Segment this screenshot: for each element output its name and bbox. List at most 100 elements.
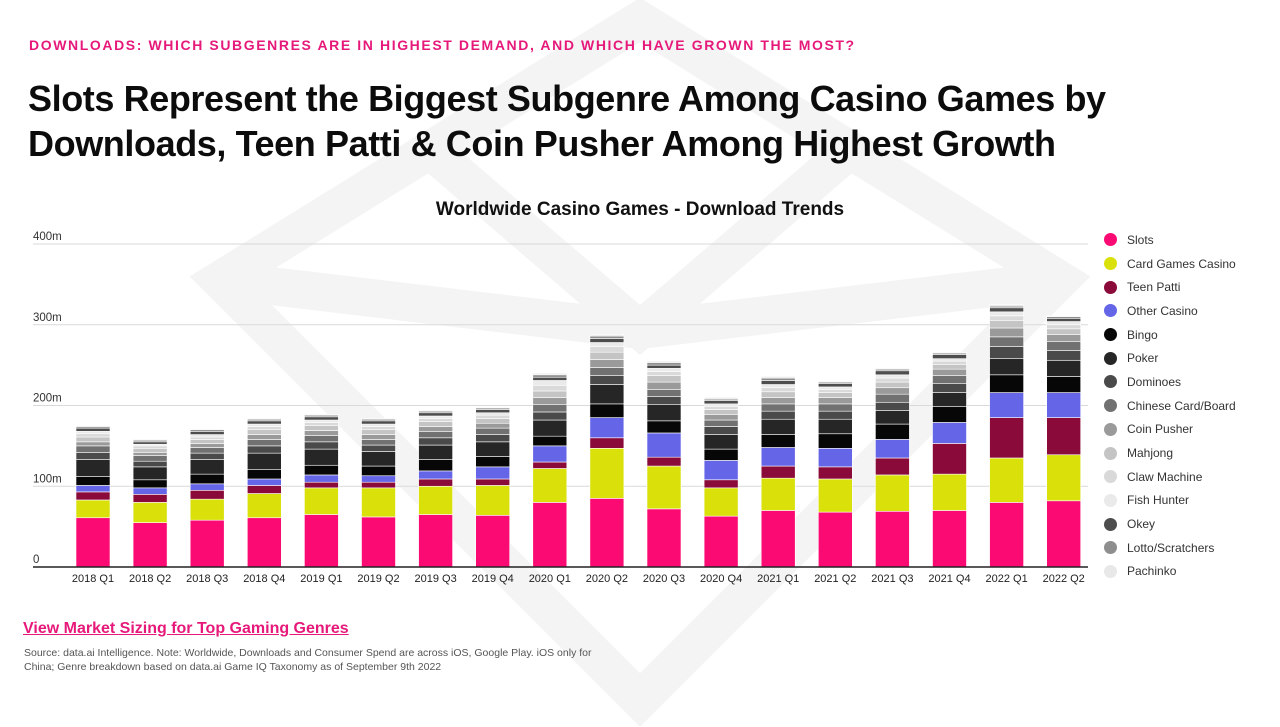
bar-segment (75, 433, 111, 438)
bar-segment (304, 448, 339, 466)
bar-segment (932, 392, 967, 407)
bar-segment (989, 307, 1024, 313)
bar-stack (475, 406, 511, 568)
bar-segment (247, 452, 282, 470)
bar-segment (304, 425, 339, 431)
legend-label: Okey (1127, 517, 1156, 532)
bar-segment (132, 502, 168, 523)
bar-segment (247, 423, 282, 427)
bar-segment (75, 427, 111, 432)
bar-segment (989, 502, 1024, 568)
bar-segment (304, 430, 339, 436)
bar-segment (475, 414, 511, 419)
bar-segment (646, 420, 682, 434)
bar-segment (875, 374, 910, 379)
bar-segment (932, 375, 967, 384)
bar-segment (304, 514, 339, 568)
bar-stack (247, 418, 282, 568)
y-tick-label: 200m (33, 393, 62, 405)
bar-segment (418, 415, 453, 419)
bar-segment (817, 397, 853, 405)
x-tick-label: 2019 Q2 (357, 573, 399, 585)
bar-segment (418, 459, 453, 472)
bar-stack (589, 334, 625, 568)
bar-segment (646, 432, 682, 458)
bar-stack (760, 376, 796, 568)
bar-segment (760, 377, 796, 381)
bar-segment (703, 409, 739, 415)
bar-segment (361, 434, 396, 440)
bar-segment (875, 368, 910, 370)
legend-label: Claw Machine (1127, 469, 1203, 484)
bar-segment (304, 416, 339, 421)
bar-segment (646, 362, 682, 366)
bar-segment (989, 315, 1024, 322)
x-tick-label: 2021 Q1 (757, 573, 799, 585)
bar-segment (875, 457, 910, 476)
bar-segment (989, 336, 1024, 347)
bar-segment (932, 368, 967, 376)
bar-segment (189, 519, 225, 568)
bar-segment (875, 381, 910, 389)
bar-segment (932, 383, 967, 393)
legend-label: Lotto/Scratchers (1127, 540, 1215, 555)
bar-segment (703, 426, 739, 435)
legend-swatch (1104, 470, 1117, 484)
legend-item: Chinese Card/Board (1104, 394, 1236, 418)
bar-segment (589, 437, 625, 449)
bar-segment (475, 412, 511, 416)
x-tick-label: 2018 Q2 (129, 573, 171, 585)
bar-segment (817, 466, 853, 480)
bar-stack (418, 410, 453, 568)
bar-segment (589, 346, 625, 353)
bar-segment (817, 418, 853, 435)
bar-segment (932, 364, 967, 370)
x-tick-label: 2021 Q2 (814, 573, 856, 585)
bar-segment (304, 474, 339, 483)
x-tick-label: 2022 Q1 (985, 573, 1027, 585)
bar-segment (646, 456, 682, 467)
bar-segment (760, 380, 796, 385)
market-sizing-link[interactable]: View Market Sizing for Top Gaming Genres (23, 620, 349, 637)
bar-segment (247, 485, 282, 494)
bar-segment (189, 489, 225, 500)
legend-swatch (1104, 399, 1117, 413)
bar-segment (875, 393, 910, 403)
bar-segment (247, 434, 282, 440)
bar-segment (817, 403, 853, 412)
legend-swatch (1104, 280, 1117, 294)
bar-segment (932, 351, 967, 354)
bar-segment (703, 434, 739, 450)
bar-segment (760, 418, 796, 435)
bar-segment (589, 498, 625, 568)
legend-label: Card Games Casino (1127, 256, 1236, 271)
bar-segment (532, 374, 568, 378)
bar-segment (361, 487, 396, 518)
legend-item: Lotto/Scratchers (1104, 536, 1236, 560)
bar-segment (703, 448, 739, 461)
x-tick-label: 2018 Q4 (243, 573, 285, 585)
bar-segment (418, 444, 453, 460)
bar-segment (1046, 359, 1081, 377)
bar-segment (247, 429, 282, 435)
bar-segment (361, 451, 396, 467)
x-tick-label: 2020 Q4 (700, 573, 742, 585)
bar-segment (532, 468, 568, 503)
bar-segment (475, 422, 511, 429)
bar-segment (132, 479, 168, 489)
legend-label: Slots (1127, 232, 1154, 247)
bar-segment (532, 461, 568, 469)
bar-segment (532, 435, 568, 447)
bar-segment (189, 459, 225, 475)
bar-segment (932, 406, 967, 423)
bar-segment (132, 445, 168, 449)
chart-bars (75, 304, 1081, 568)
bar-segment (132, 487, 168, 495)
bar-stack (75, 425, 111, 568)
bar-segment (361, 481, 396, 489)
y-tick-label: 400m (33, 231, 62, 243)
bar-segment (418, 485, 453, 515)
bar-segment (75, 459, 111, 477)
bar-segment (1046, 341, 1081, 351)
bar-segment (418, 410, 453, 412)
